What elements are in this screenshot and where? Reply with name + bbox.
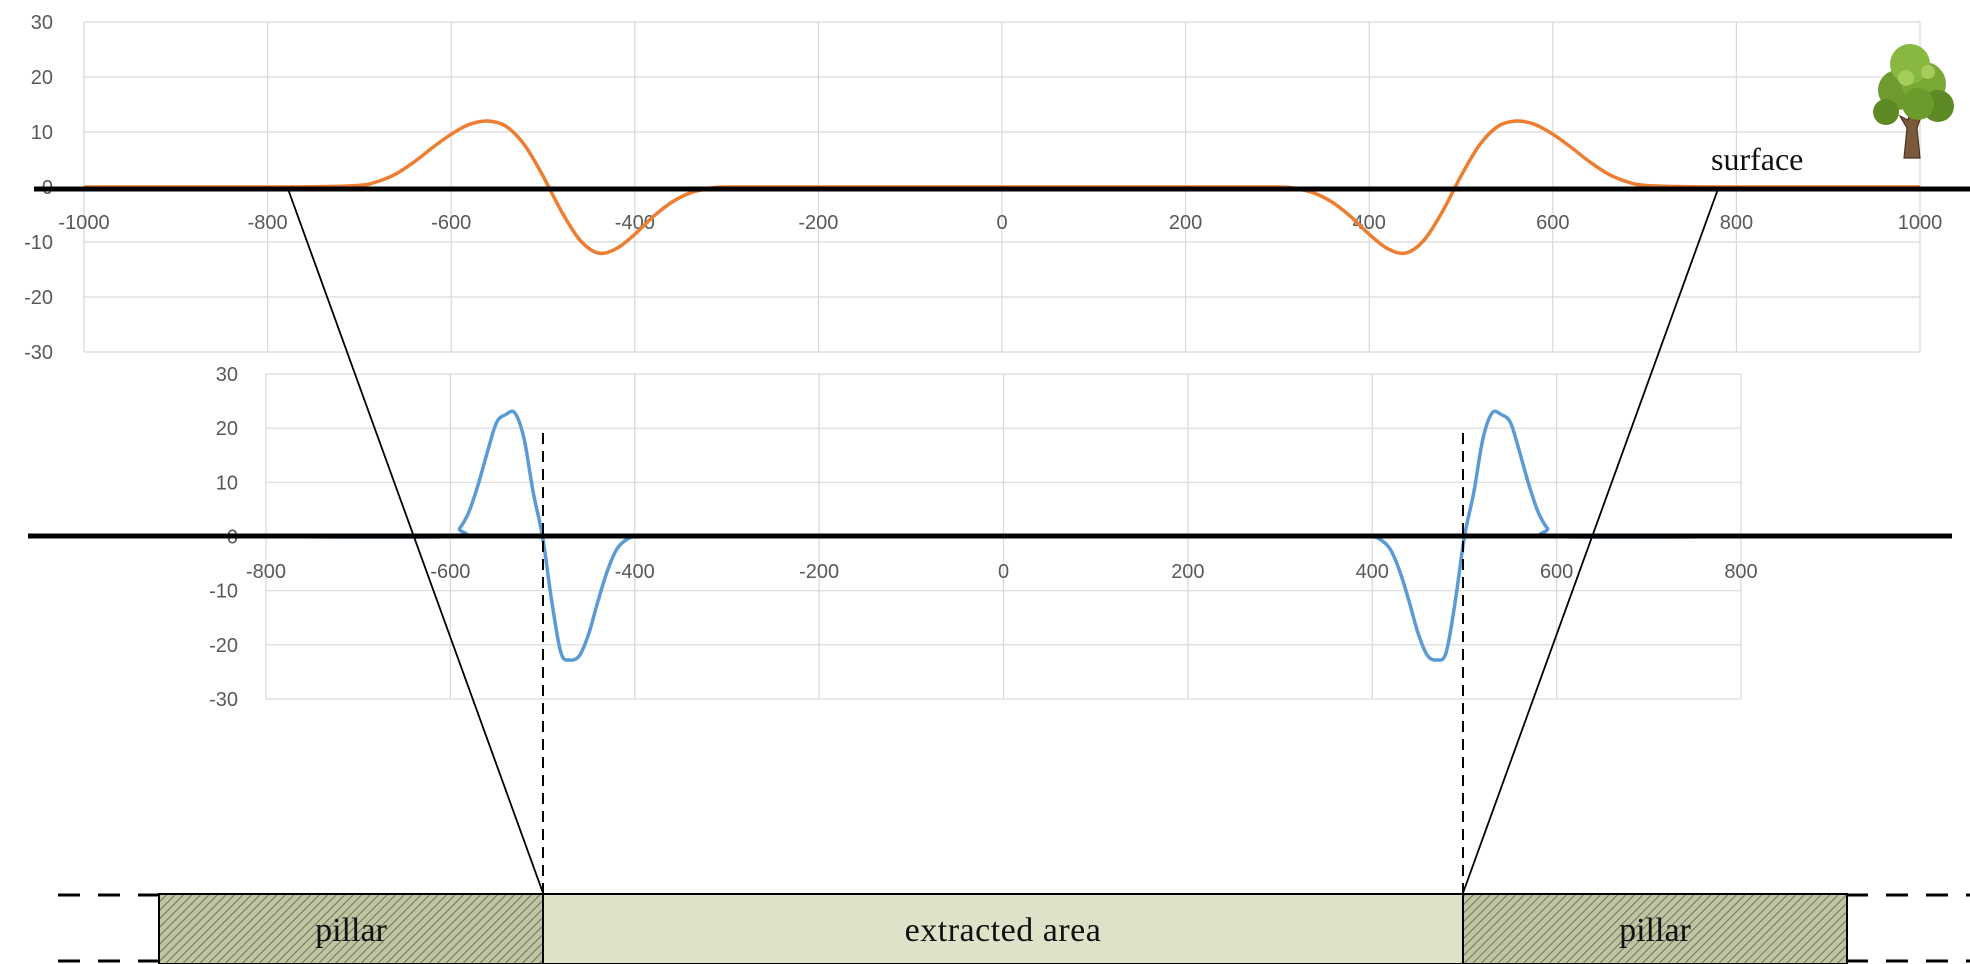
x-tick-label: -200 xyxy=(799,561,839,583)
x-tick-label: 600 xyxy=(1536,212,1569,234)
pillar-right-label: pillar xyxy=(1619,912,1691,949)
x-tick-label: -600 xyxy=(430,561,470,583)
draw-line-left xyxy=(287,188,544,894)
x-tick-label: 600 xyxy=(1540,561,1573,583)
pillar-left-label: pillar xyxy=(315,912,387,949)
x-tick-label: -600 xyxy=(431,212,471,234)
x-tick-label: -800 xyxy=(246,561,286,583)
x-tick-label: -400 xyxy=(615,212,655,234)
y-tick-label: -20 xyxy=(24,287,53,309)
y-tick-label: 30 xyxy=(31,12,53,34)
x-tick-label: -1000 xyxy=(58,212,109,234)
y-tick-label: 20 xyxy=(216,418,238,440)
x-tick-label: 400 xyxy=(1356,561,1389,583)
y-tick-label: -30 xyxy=(209,689,238,711)
bottom-chart-x-ticks: -800 -600 -400 -200 0 200 400 600 800 xyxy=(246,561,1758,583)
bottom-chart-y-ticks: 3020100-10-20-30 xyxy=(209,364,238,711)
x-tick-label: 200 xyxy=(1171,561,1204,583)
y-tick-label: 10 xyxy=(216,472,238,494)
x-tick-label: -800 xyxy=(248,212,288,234)
surface-label: surface xyxy=(1711,141,1803,177)
x-tick-label: -400 xyxy=(615,561,655,583)
x-tick-label: 200 xyxy=(1169,212,1202,234)
y-tick-label: -20 xyxy=(209,635,238,657)
y-tick-label: -10 xyxy=(209,581,238,603)
top-chart-x-ticks: -1000 -800 -600 -400 -200 0 200 400 600 800 1000 xyxy=(58,212,1942,234)
x-tick-label: 800 xyxy=(1720,212,1753,234)
y-tick-label: 30 xyxy=(216,364,238,386)
y-tick-label: -30 xyxy=(24,342,53,364)
tree-icon xyxy=(1873,44,1954,159)
x-tick-label: 1000 xyxy=(1898,212,1943,234)
extracted-area-label: extracted area xyxy=(905,912,1102,949)
x-tick-label: 0 xyxy=(998,561,1009,583)
x-tick-label: -200 xyxy=(798,212,838,234)
x-tick-label: 0 xyxy=(996,212,1007,234)
pillar-left xyxy=(158,893,544,964)
y-tick-label: -10 xyxy=(24,232,53,254)
y-tick-label: 20 xyxy=(31,67,53,89)
top-chart-grid xyxy=(83,21,1921,353)
draw-line-right xyxy=(1462,188,1719,894)
pillar-right xyxy=(1462,893,1848,964)
x-tick-label: 800 xyxy=(1724,561,1757,583)
y-tick-label: 10 xyxy=(31,122,53,144)
